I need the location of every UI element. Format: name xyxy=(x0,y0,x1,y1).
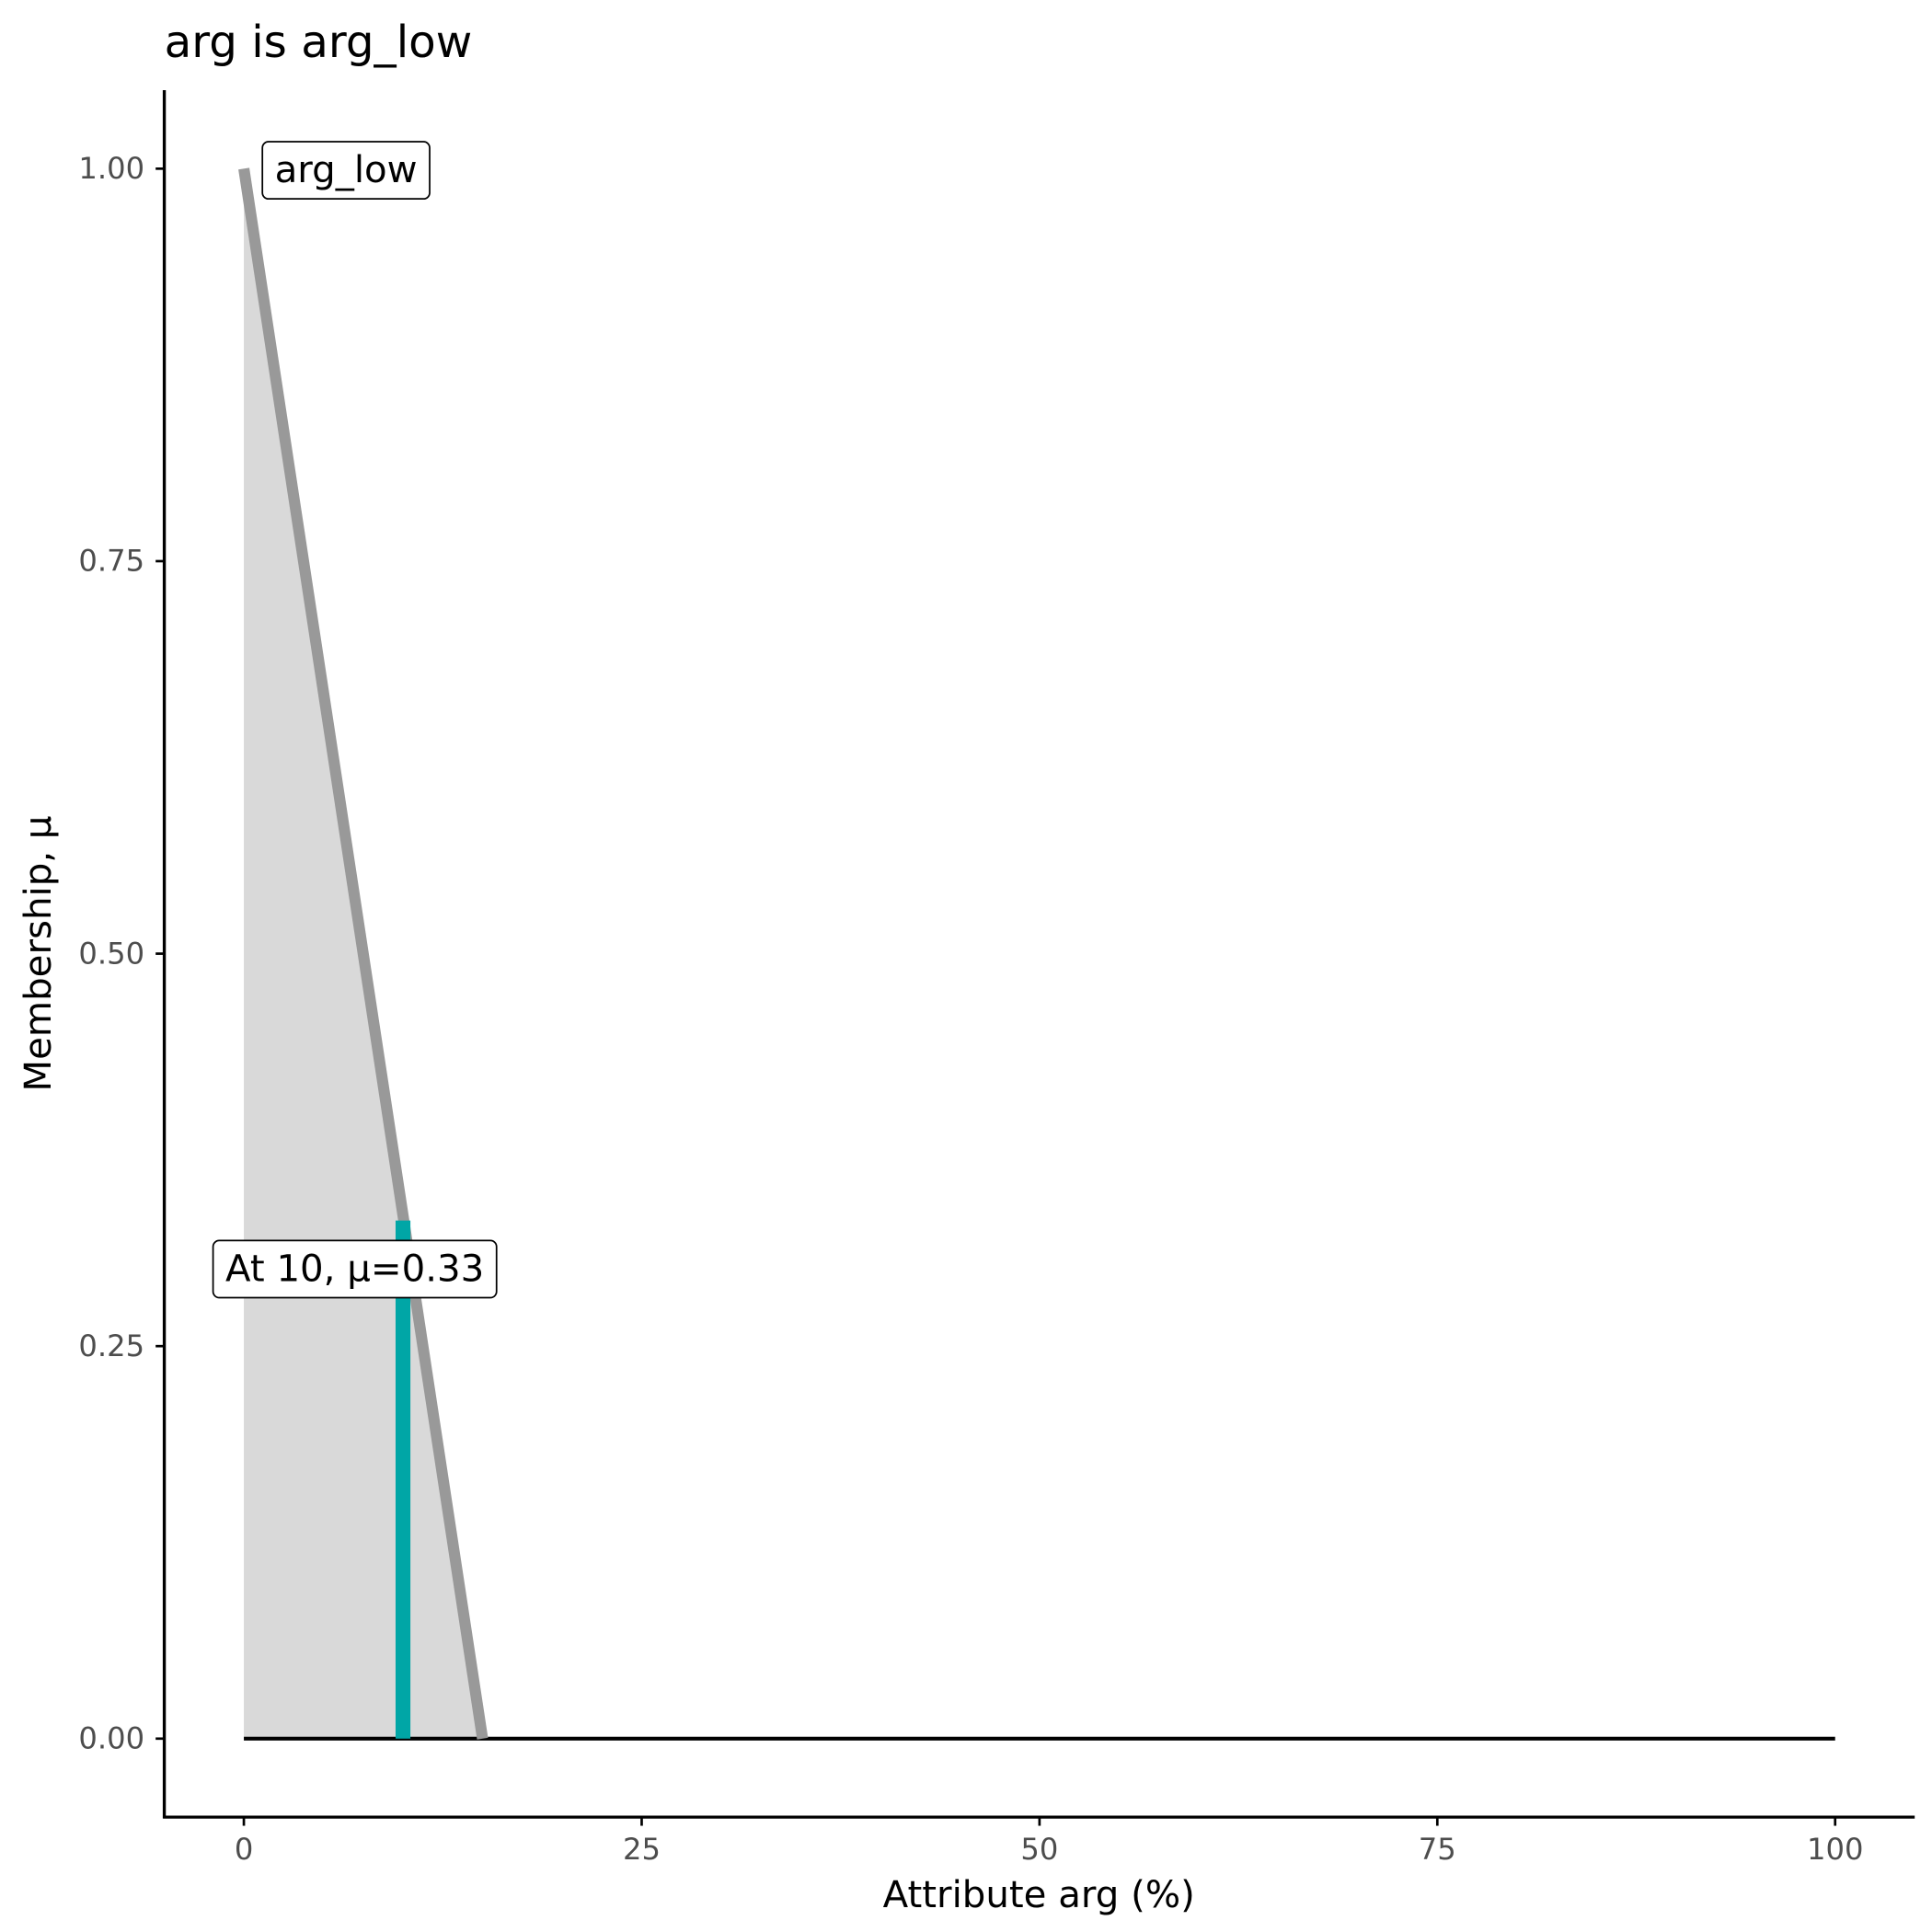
membership-line xyxy=(238,167,489,1740)
y-tick-label: 0.75 xyxy=(78,544,144,579)
y-tick-label: 0.50 xyxy=(78,936,144,971)
series-label-box xyxy=(261,141,431,201)
x-tick-label: 100 xyxy=(1807,1832,1864,1867)
marker-label: At 10, μ=0.33 xyxy=(225,1248,484,1290)
y-axis-title: Membership, μ xyxy=(17,816,60,1092)
x-tick-label: 0 xyxy=(235,1832,254,1867)
x-tick-label: 50 xyxy=(1020,1832,1058,1867)
y-tick-label: 1.00 xyxy=(78,151,144,186)
x-tick-label: 25 xyxy=(623,1832,661,1867)
marker-bar xyxy=(395,1220,411,1739)
y-tick-label: 0.00 xyxy=(78,1721,144,1756)
chart-title: arg is arg_low xyxy=(165,17,473,68)
y-tick-label: 0.25 xyxy=(78,1328,144,1363)
x-tick-label: 75 xyxy=(1419,1832,1456,1867)
series-label: arg_low xyxy=(275,149,418,191)
marker-label-box xyxy=(212,1239,498,1299)
x-axis-title: Attribute arg (%) xyxy=(883,1874,1195,1916)
